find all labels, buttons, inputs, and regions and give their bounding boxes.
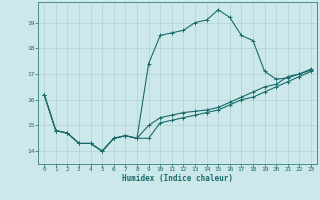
X-axis label: Humidex (Indice chaleur): Humidex (Indice chaleur): [122, 174, 233, 183]
